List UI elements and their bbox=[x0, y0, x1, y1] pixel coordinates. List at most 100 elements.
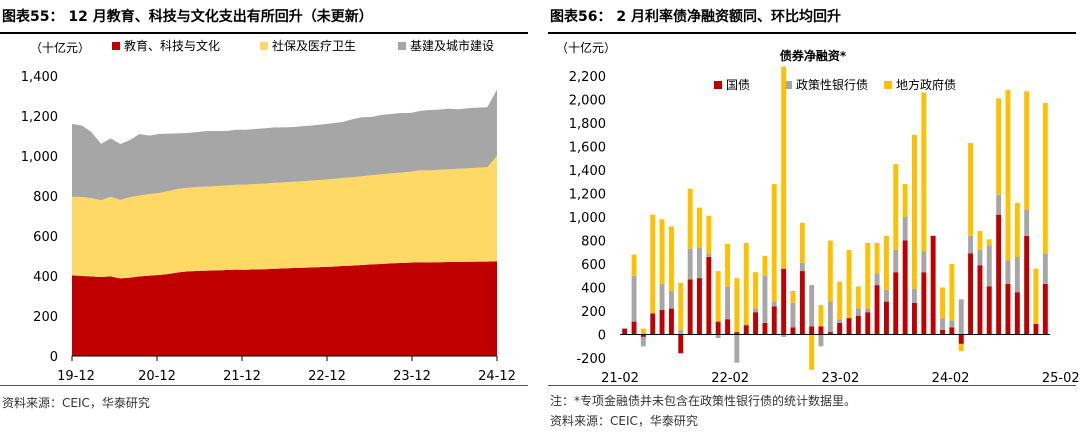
right-bar-1 bbox=[799, 262, 805, 271]
right-bar-2 bbox=[715, 271, 721, 322]
right-bar-2 bbox=[958, 343, 964, 351]
right-xtick-label: 23-02 bbox=[821, 371, 859, 384]
left-source: 资料来源：CEIC，华泰研究 bbox=[2, 396, 150, 410]
right-bar-2 bbox=[1033, 268, 1039, 324]
right-bar-2 bbox=[1024, 91, 1030, 210]
right-bar-0 bbox=[743, 325, 749, 335]
right-bar-0 bbox=[874, 285, 880, 335]
right-bar-1 bbox=[790, 302, 796, 328]
right-bar-1 bbox=[715, 334, 721, 338]
right-bar-2 bbox=[874, 242, 880, 274]
right-bar-1 bbox=[996, 194, 1002, 215]
left-xtick-label: 23-12 bbox=[393, 369, 431, 384]
right-bar-0 bbox=[958, 334, 964, 344]
left-unit-label: （十亿元） bbox=[30, 40, 90, 55]
left-legend-swatch-1 bbox=[260, 42, 268, 50]
right-bar-2 bbox=[687, 188, 693, 249]
right-xtick-label: 21-02 bbox=[601, 371, 639, 384]
right-bar-0 bbox=[781, 268, 787, 335]
right-bar-0 bbox=[1042, 284, 1048, 335]
right-bar-0 bbox=[706, 256, 712, 335]
left-xtick-label: 22-12 bbox=[308, 369, 346, 384]
right-bar-0 bbox=[678, 334, 684, 354]
right-bar-0 bbox=[996, 214, 1002, 335]
right-bar-2 bbox=[949, 264, 955, 321]
right-bar-0 bbox=[809, 326, 815, 335]
right-bar-1 bbox=[631, 275, 637, 322]
left-title-rule bbox=[0, 32, 528, 34]
right-bar-2 bbox=[809, 334, 815, 370]
right-bar-1 bbox=[706, 253, 712, 257]
right-ytick-label: 800 bbox=[581, 235, 606, 250]
right-bar-0 bbox=[715, 321, 721, 335]
right-bar-2 bbox=[669, 226, 674, 291]
right-chart-title: 图表56： 2 月利率债净融资额同、环比均回升 bbox=[550, 9, 841, 25]
right-ytick-label: 1,200 bbox=[569, 188, 606, 203]
right-bar-2 bbox=[753, 272, 758, 309]
right-bar-2 bbox=[659, 219, 665, 284]
right-bar-2 bbox=[884, 235, 889, 290]
right-bar-1 bbox=[659, 284, 665, 310]
left-area-0 bbox=[72, 261, 497, 356]
right-bar-2 bbox=[650, 214, 656, 314]
right-bar-2 bbox=[940, 287, 945, 319]
right-bar-0 bbox=[818, 326, 824, 335]
right-bar-2 bbox=[762, 255, 768, 276]
right-bar-2 bbox=[631, 254, 637, 276]
right-bar-0 bbox=[687, 279, 693, 335]
right-bar-1 bbox=[827, 301, 833, 333]
left-ytick-label: 1,000 bbox=[21, 150, 58, 165]
right-bar-2 bbox=[968, 143, 973, 236]
right-legend-label-2: 地方政府债 bbox=[896, 77, 956, 92]
right-bar-1 bbox=[949, 320, 955, 328]
right-bar-0 bbox=[799, 271, 805, 335]
right-unit-label: （十亿元） bbox=[556, 40, 616, 55]
right-bar-0 bbox=[650, 313, 656, 335]
right-bar-1 bbox=[678, 329, 684, 335]
right-bar-2 bbox=[1005, 90, 1011, 261]
right-ytick-label: 1,600 bbox=[569, 141, 606, 156]
left-legend-label-1: 社保及医疗卫生 bbox=[272, 38, 356, 53]
left-xtick-label: 20-12 bbox=[138, 369, 176, 384]
right-bar-0 bbox=[884, 301, 889, 335]
right-bar-0 bbox=[977, 265, 983, 335]
left-area-2 bbox=[72, 89, 497, 201]
left-ytick-label: 800 bbox=[33, 190, 58, 205]
left-ytick-label: 1,400 bbox=[21, 70, 58, 85]
right-ytick-label: 1,800 bbox=[569, 117, 606, 132]
right-bar-2 bbox=[818, 305, 824, 327]
left-area-chart: （十亿元） 教育、科技与文化 社保及医疗卫生 基建及城市建设 0 200 400 600 800… bbox=[21, 38, 516, 384]
left-legend-swatch-0 bbox=[112, 42, 120, 50]
right-source: 资料来源：CEIC，华泰研究 bbox=[550, 414, 698, 428]
right-inner-title: 债券净融资* bbox=[780, 48, 847, 63]
right-bar-1 bbox=[884, 289, 889, 302]
right-bar-2 bbox=[986, 239, 992, 246]
right-bar-2 bbox=[902, 184, 908, 217]
right-bar-2 bbox=[790, 291, 796, 303]
right-bar-1 bbox=[958, 299, 964, 335]
right-bar-2 bbox=[865, 242, 871, 309]
left-xtick-label: 19-12 bbox=[57, 369, 95, 384]
right-bar-0 bbox=[753, 312, 758, 335]
right-bar-0 bbox=[697, 278, 702, 335]
left-footer-rule bbox=[0, 385, 528, 386]
right-bar-2 bbox=[1042, 103, 1048, 254]
left-legend-label-0: 教育、科技与文化 bbox=[124, 38, 220, 53]
right-bar-2 bbox=[781, 66, 787, 269]
right-bar-0 bbox=[1024, 235, 1030, 335]
right-bar-1 bbox=[986, 245, 992, 287]
left-ytick-label: 1,200 bbox=[21, 110, 58, 125]
left-panel: 图表55： 12 月教育、科技与文化支出有所回升（未更新） （十亿元） 教育、科技… bbox=[0, 0, 530, 436]
right-bar-0 bbox=[893, 272, 899, 335]
right-bar-1 bbox=[977, 249, 983, 266]
right-legend-label-1: 政策性银行债 bbox=[796, 78, 868, 92]
right-bar-0 bbox=[865, 312, 871, 335]
right-bar-0 bbox=[968, 253, 973, 335]
right-bar-1 bbox=[968, 235, 973, 254]
right-bar-2 bbox=[734, 278, 740, 333]
right-bar-0 bbox=[669, 308, 674, 335]
right-bar-0 bbox=[921, 272, 927, 335]
right-bar-0 bbox=[631, 321, 637, 335]
right-bar-0 bbox=[790, 327, 796, 335]
right-bar-2 bbox=[996, 98, 1002, 195]
